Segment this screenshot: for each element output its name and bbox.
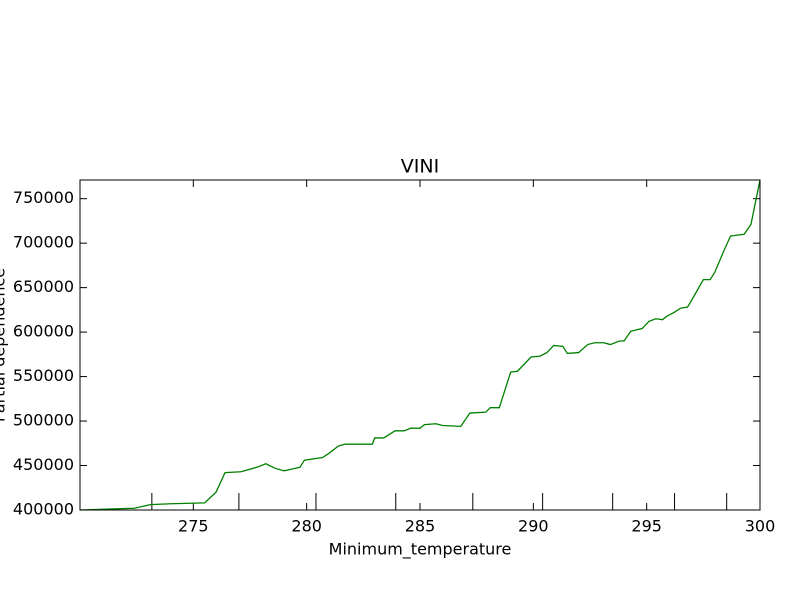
chart-title: VINI — [401, 156, 439, 178]
y-axis-label: Partial dependence — [0, 268, 9, 422]
y-tick-label: 750000 — [13, 188, 74, 207]
y-tick-label: 600000 — [13, 322, 74, 341]
x-tick-label: 295 — [631, 517, 662, 536]
x-tick-label: 285 — [405, 517, 436, 536]
x-tick-label: 290 — [518, 517, 549, 536]
y-tick-label: 550000 — [13, 366, 74, 385]
x-tick-label: 300 — [745, 517, 776, 536]
y-tick-label: 650000 — [13, 277, 74, 296]
y-tick-label: 700000 — [13, 233, 74, 252]
x-tick-label: 280 — [291, 517, 322, 536]
y-tick-label: 400000 — [13, 500, 74, 519]
x-axis-label: Minimum_temperature — [329, 540, 512, 560]
plot-frame — [79, 179, 761, 511]
y-tick-label: 450000 — [13, 455, 74, 474]
x-tick-label: 275 — [178, 517, 209, 536]
data-line — [79, 179, 761, 511]
y-tick-label: 500000 — [13, 411, 74, 430]
